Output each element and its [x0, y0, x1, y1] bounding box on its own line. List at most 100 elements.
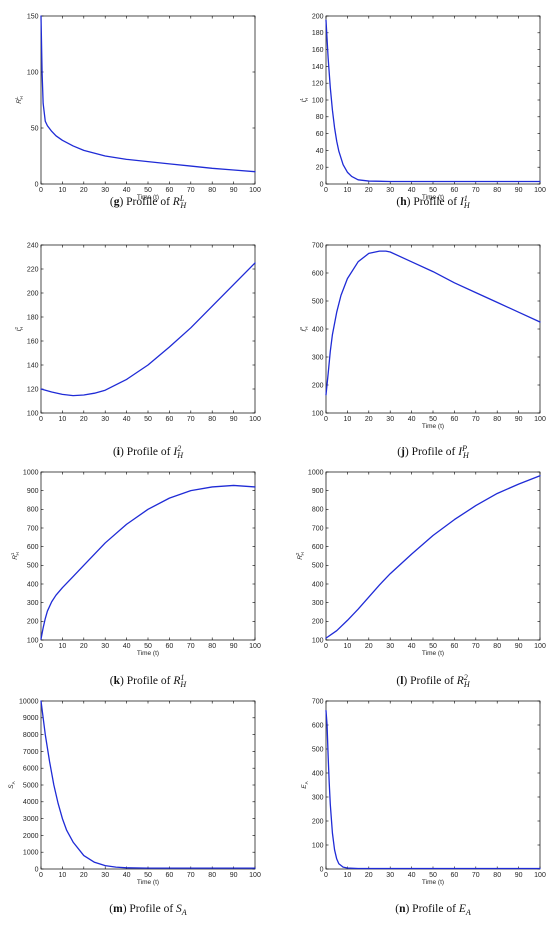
x-tick-label: 0 [324, 643, 328, 650]
y-tick-label: 0 [35, 181, 39, 188]
panel-caption-n: (n) Profile of EA [395, 903, 471, 917]
y-tick-label: 150 [27, 13, 39, 20]
y-tick-label: 120 [312, 81, 324, 88]
y-tick-label: 900 [312, 488, 324, 495]
y-tick-label: 50 [31, 125, 39, 132]
y-tick-label: 180 [312, 30, 324, 37]
y-tick-label: 200 [312, 13, 324, 20]
y-tick-label: 600 [312, 270, 324, 277]
y-tick-label: 40 [316, 148, 324, 155]
x-tick-label: 60 [166, 872, 174, 879]
y-tick-label: 800 [312, 507, 324, 514]
x-tick-label: 100 [534, 187, 546, 194]
y-tick-label: 600 [27, 544, 39, 551]
y-tick-label: 1000 [308, 469, 324, 476]
y-tick-label: 100 [27, 69, 39, 76]
y-tick-label: 60 [316, 131, 324, 138]
x-tick-label: 40 [408, 872, 416, 879]
x-tick-label: 40 [123, 187, 131, 194]
y-axis-label: R1H [10, 552, 20, 560]
y-axis-label: EA [301, 780, 309, 788]
x-tick-label: 70 [472, 872, 480, 879]
x-tick-label: 100 [249, 416, 261, 423]
y-tick-label: 500 [312, 298, 324, 305]
y-tick-label: 300 [27, 600, 39, 607]
panel-caption-j: (j) Profile of IP H [397, 444, 470, 460]
y-tick-label: 700 [27, 525, 39, 532]
x-tick-label: 10 [59, 187, 67, 194]
plot-frame-m [40, 700, 256, 870]
series-line-m-0 [40, 700, 256, 869]
x-tick-label: 40 [123, 643, 131, 650]
panel-caption-l: (l) Profile of R2 H [396, 673, 470, 689]
y-tick-label: 300 [312, 600, 324, 607]
x-tick-label: 30 [386, 872, 394, 879]
x-tick-label: 0 [39, 643, 43, 650]
x-tick-label: 20 [80, 187, 88, 194]
x-tick-label: 70 [187, 643, 195, 650]
x-tick-label: 30 [386, 416, 394, 423]
y-tick-label: 0 [320, 181, 324, 188]
x-tick-label: 60 [166, 416, 174, 423]
series-line-g-0 [40, 15, 256, 173]
x-tick-label: 40 [408, 643, 416, 650]
x-tick-label: 0 [39, 872, 43, 879]
y-tick-label: 1000 [23, 469, 39, 476]
y-tick-label: 220 [27, 266, 39, 273]
y-tick-label: 100 [312, 97, 324, 104]
y-tick-label: 0 [320, 866, 324, 873]
panel-caption-k: (k) Profile of R1 H [110, 673, 188, 689]
x-tick-label: 90 [230, 416, 238, 423]
y-tick-label: 200 [312, 382, 324, 389]
x-tick-label: 10 [344, 187, 352, 194]
series-line-l-0 [325, 475, 541, 639]
y-tick-label: 140 [312, 64, 324, 71]
y-tick-label: 900 [27, 488, 39, 495]
y-axis-label: I1H [299, 98, 309, 103]
y-tick-label: 200 [27, 619, 39, 626]
x-tick-label: 40 [123, 416, 131, 423]
x-tick-label: 70 [187, 416, 195, 423]
y-tick-label: 500 [312, 746, 324, 753]
y-tick-label: 700 [312, 242, 324, 249]
x-tick-label: 50 [429, 416, 437, 423]
x-tick-label: 100 [534, 416, 546, 423]
x-tick-label: 80 [208, 416, 216, 423]
y-tick-label: 9000 [23, 715, 39, 722]
y-tick-label: 6000 [23, 766, 39, 773]
chart-panel-j: 0 10 20 30 40 50 60 70 80 90 100 100 200 300 400 500 600… [299, 242, 546, 460]
x-tick-label: 0 [39, 187, 43, 194]
x-tick-label: 10 [344, 643, 352, 650]
x-tick-label: 50 [144, 872, 152, 879]
x-tick-label: 100 [249, 872, 261, 879]
x-tick-label: 80 [208, 187, 216, 194]
x-axis-label: Time (t) [137, 194, 159, 201]
y-tick-label: 80 [316, 114, 324, 121]
y-tick-label: 160 [27, 338, 39, 345]
y-tick-label: 160 [312, 47, 324, 54]
x-axis-label: Time (t) [137, 879, 159, 886]
x-tick-label: 100 [534, 872, 546, 879]
x-tick-label: 60 [451, 416, 459, 423]
panel-caption-i: (i) Profile of I2 H [113, 444, 184, 460]
x-tick-label: 70 [472, 187, 480, 194]
y-tick-label: 400 [312, 326, 324, 333]
chart-panel-k: 0 10 20 30 40 50 60 70 80 90 100 100 200 300 400 500 600… [10, 469, 261, 689]
y-axis-label: SA [8, 780, 16, 788]
x-tick-label: 20 [80, 872, 88, 879]
x-axis-label: Time (t) [137, 650, 159, 657]
y-tick-label: 300 [312, 354, 324, 361]
x-tick-label: 50 [144, 187, 152, 194]
y-tick-label: 140 [27, 362, 39, 369]
x-tick-label: 90 [230, 187, 238, 194]
x-tick-label: 90 [515, 643, 523, 650]
y-axis-label: I2H [14, 327, 24, 332]
x-tick-label: 80 [493, 643, 501, 650]
x-tick-label: 30 [386, 643, 394, 650]
x-tick-label: 50 [144, 416, 152, 423]
x-tick-label: 50 [429, 872, 437, 879]
series-line-i-0 [40, 262, 256, 397]
x-tick-label: 50 [429, 643, 437, 650]
plot-frame-l [325, 471, 541, 641]
y-tick-label: 800 [27, 507, 39, 514]
